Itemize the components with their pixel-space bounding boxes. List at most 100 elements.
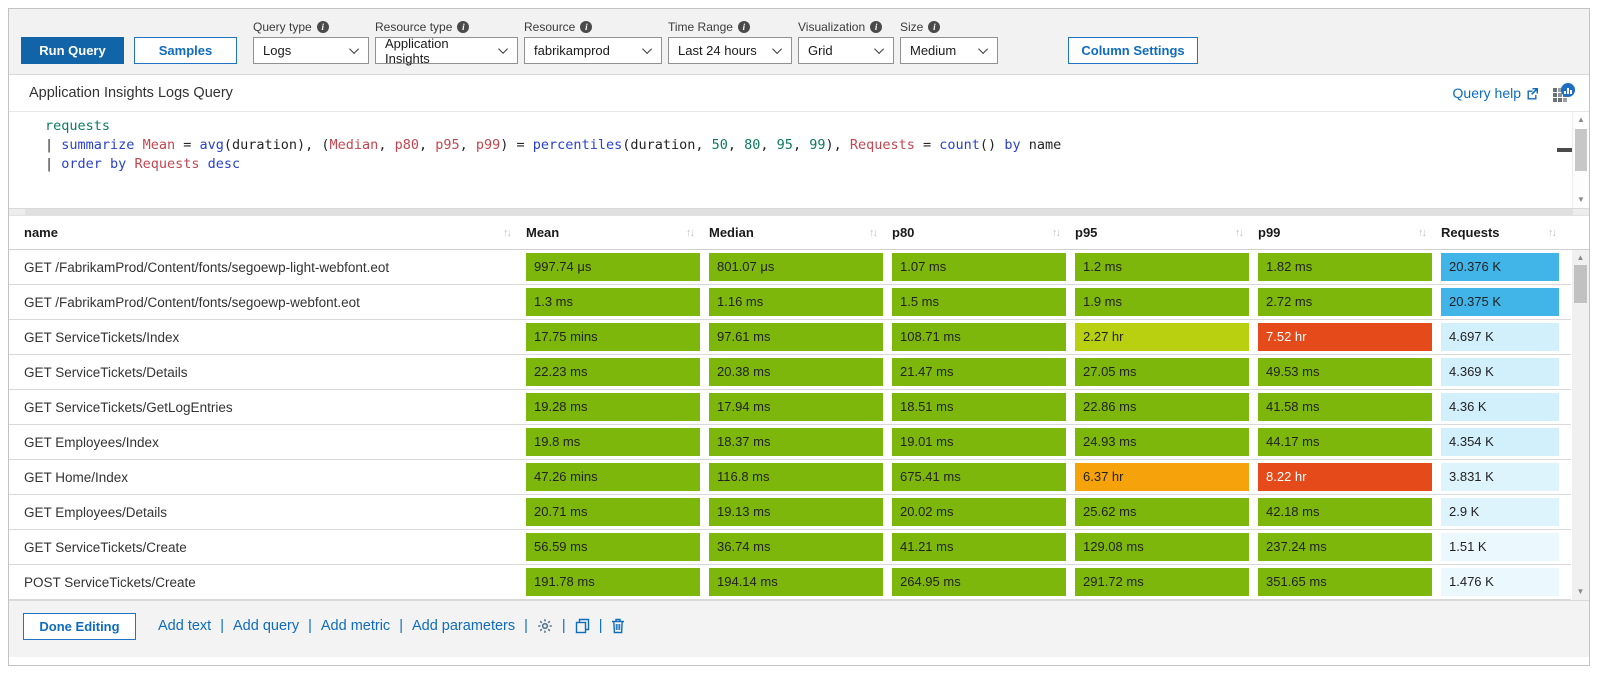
heatmap-cell: 129.08 ms [1075,533,1249,561]
sort-icon[interactable]: ↑↓ [686,226,695,239]
kql-query-editor[interactable]: requests | summarize Mean = avg(duration)… [9,111,1589,208]
column-header-mean[interactable]: Mean ↑↓ [526,225,709,240]
sort-icon[interactable]: ↑↓ [1052,226,1061,239]
request-name-cell: GET ServiceTickets/Index [24,329,180,345]
table-row[interactable]: GET ServiceTickets/Index 17.75 mins 97.61 … [9,320,1571,355]
chevron-down-icon [978,44,989,55]
info-icon[interactable]: i [316,21,329,33]
code-token: = [175,137,200,153]
query-help-link[interactable]: Query help [1453,85,1539,101]
table-row[interactable]: GET /FabrikamProd/Content/fonts/segoewp-… [9,285,1571,320]
table-row[interactable]: POST ServiceTickets/Create 191.78 ms 194.1… [9,565,1571,600]
dropdown-resource[interactable]: fabrikamprod [524,37,662,64]
column-header-p99[interactable]: p99 ↑↓ [1258,225,1441,240]
chevron-down-icon [772,44,783,55]
sort-icon[interactable]: ↑↓ [1418,226,1427,239]
grid-scroll-down-icon[interactable]: ▼ [1576,587,1585,596]
workbook-visualization-icon[interactable] [1553,83,1575,103]
editor-overview-cursor-mark [1557,148,1576,152]
horizontal-scrollbar-thumb[interactable] [24,209,1574,215]
dropdown-resource-type[interactable]: Application Insights [375,35,518,66]
metric-cell: 56.59 ms [526,533,709,561]
sort-icon[interactable]: ↑↓ [869,226,878,239]
scroll-up-icon[interactable]: ▲ [1577,115,1585,124]
table-row[interactable]: GET ServiceTickets/GetLogEntries 19.28 ms… [9,390,1571,425]
heatmap-cell: 7.52 hr [1258,323,1432,351]
info-icon[interactable]: i [737,21,750,33]
code-token: ) = [500,137,533,153]
copy-icon[interactable] [575,618,590,634]
dropdown-size[interactable]: Medium [900,37,998,64]
dropdown-query-type[interactable]: Logs [253,37,369,64]
table-row[interactable]: GET Home/Index 47.26 mins 116.8 ms 675.41 m… [9,460,1571,495]
code-token: Mean [142,137,176,153]
dropdown-time-range[interactable]: Last 24 hours [668,37,792,64]
request-name-cell: GET Employees/Index [24,434,159,450]
grid-horizontal-scrollbar[interactable] [9,208,1589,216]
sort-icon[interactable]: ↑↓ [503,226,512,239]
grid-scroll-up-icon[interactable]: ▲ [1576,253,1585,262]
code-line-3[interactable]: | order by Requests desc [45,155,1549,174]
add-parameters-link[interactable]: Add parameters [411,618,516,634]
add-query-link[interactable]: Add query [232,618,300,634]
column-header-label: Requests [1441,225,1500,240]
table-row[interactable]: GET ServiceTickets/Create 56.59 ms 36.74 m… [9,530,1571,565]
requests-cell: 4.369 K [1441,358,1571,386]
heatmap-cell: 801.07 μs [709,253,883,281]
scroll-down-icon[interactable]: ▼ [1577,195,1585,204]
dropdown-visualization[interactable]: Grid [798,37,894,64]
requests-heatmap-cell: 4.36 K [1441,393,1559,421]
editor-scrollbar-thumb[interactable] [1575,129,1587,171]
metric-cell: 42.18 ms [1258,498,1441,526]
grid-scrollbar[interactable]: ▲ ▼ [1572,250,1589,600]
code-line-1[interactable]: requests [45,117,1549,136]
delete-icon[interactable] [611,618,625,634]
done-editing-button[interactable]: Done Editing [23,612,136,640]
column-header-p95[interactable]: p95 ↑↓ [1075,225,1258,240]
column-settings-button[interactable]: Column Settings [1068,37,1198,64]
column-header-label: Mean [526,225,560,240]
heatmap-cell: 49.53 ms [1258,358,1432,386]
column-header-name[interactable]: name ↑↓ [9,225,526,240]
code-line-2[interactable]: | summarize Mean = avg(duration), (Media… [45,136,1549,155]
query-code[interactable]: requests | summarize Mean = avg(duration)… [9,112,1589,174]
dropdown-value: Application Insights [385,35,449,66]
grid-scrollbar-thumb[interactable] [1574,265,1587,303]
requests-cell: 3.831 K [1441,463,1571,491]
run-query-button[interactable]: Run Query [21,37,124,64]
column-header-requests[interactable]: Requests ↑↓ [1441,225,1571,240]
requests-heatmap-cell: 20.375 K [1441,288,1559,316]
editor-scrollbar[interactable]: ▲ ▼ [1572,112,1589,208]
info-icon[interactable]: i [457,21,470,33]
info-icon[interactable]: i [580,21,593,33]
dropdown-group-size: Size i Medium [900,20,998,64]
settings-icon[interactable] [537,618,553,634]
sort-icon[interactable]: ↑↓ [1548,226,1557,239]
table-row[interactable]: GET Employees/Details 20.71 ms 19.13 ms 20.… [9,495,1571,530]
dropdown-label-resource-type: Resource type i [375,20,518,34]
sort-icon[interactable]: ↑↓ [1235,226,1244,239]
table-row[interactable]: GET ServiceTickets/Details 22.23 ms 20.38 … [9,355,1571,390]
info-icon[interactable]: i [870,21,883,33]
metric-cell: 18.37 ms [709,428,892,456]
table-row[interactable]: GET Employees/Index 19.8 ms 18.37 ms 19.01 … [9,425,1571,460]
metric-cell: 7.52 hr [1258,323,1441,351]
heatmap-cell: 21.47 ms [892,358,1066,386]
requests-heatmap-cell: 1.476 K [1441,568,1559,596]
column-header-p80[interactable]: p80 ↑↓ [892,225,1075,240]
add-metric-link[interactable]: Add metric [320,618,391,634]
samples-button[interactable]: Samples [134,37,237,64]
heatmap-cell: 1.07 ms [892,253,1066,281]
heatmap-cell: 108.71 ms [892,323,1066,351]
heatmap-cell: 194.14 ms [709,568,883,596]
column-header-median[interactable]: Median ↑↓ [709,225,892,240]
add-text-link[interactable]: Add text [158,618,212,634]
table-row[interactable]: GET /FabrikamProd/Content/fonts/segoewp-… [9,250,1571,285]
metric-cell: 801.07 μs [709,253,892,281]
code-token: 80 [744,137,761,153]
code-token: (duration, [622,137,712,153]
heatmap-cell: 997.74 μs [526,253,700,281]
heatmap-cell: 17.75 mins [526,323,700,351]
metric-cell: 49.53 ms [1258,358,1441,386]
info-icon[interactable]: i [928,21,941,33]
